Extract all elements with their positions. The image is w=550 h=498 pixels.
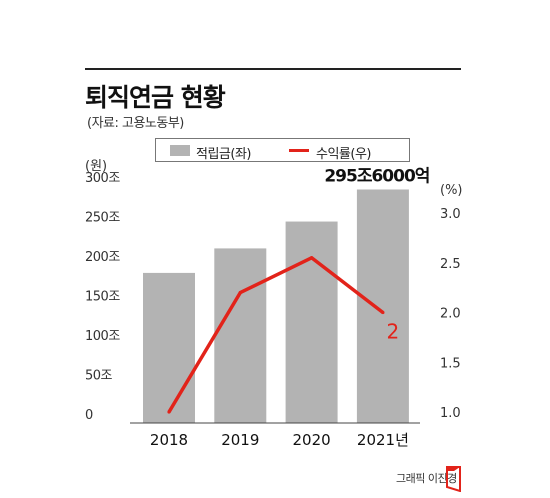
left-axis-tick-label: 100조 (85, 329, 120, 344)
right-axis-unit: (%) (440, 183, 463, 198)
left-axis-unit: (원) (85, 159, 107, 174)
x-axis-tick-label: 2021년 (357, 431, 409, 449)
x-axis-tick-label: 2020 (293, 431, 331, 449)
bar (143, 272, 195, 423)
right-axis-tick-label: 1.5 (440, 356, 461, 371)
right-axis-tick-label: 3.0 (440, 207, 461, 222)
line-point (238, 291, 242, 295)
left-axis-tick-label: 200조 (85, 250, 120, 265)
left-axis-tick-label: 250조 (85, 211, 120, 226)
legend-bar-label: 적립금(좌) (196, 147, 251, 162)
line-series (167, 256, 384, 413)
legend: 적립금(좌) 수익률(우) (155, 138, 410, 162)
line-point (310, 256, 314, 260)
legend-line-swatch (289, 149, 309, 152)
line-point (381, 310, 385, 315)
right-axis-tick-label: 2.5 (440, 257, 461, 272)
bar (285, 221, 338, 423)
x-axis-tick-label: 2018 (150, 431, 188, 449)
right-axis-tick-label: 1.0 (440, 406, 461, 421)
legend-line-label: 수익률(우) (316, 147, 371, 162)
graphic-credit: 그래픽 이진경 (396, 472, 457, 485)
line-point (167, 410, 171, 414)
left-axis-tick-label: 0 (85, 408, 93, 423)
left-axis-tick-label: 150조 (85, 290, 120, 305)
legend-bar-swatch (170, 145, 190, 156)
line-value-label: 2 (387, 320, 400, 344)
chart-title: 퇴직연금 현황 (85, 83, 226, 112)
source-note: (자료: 고용노동부) (87, 116, 184, 131)
left-axis-tick-label: 300조 (85, 171, 120, 186)
left-axis-tick-label: 50조 (85, 369, 113, 384)
brand-logo-icon (446, 466, 461, 492)
bar (356, 189, 409, 423)
x-axis-tick-label: 2019 (221, 431, 259, 449)
top-rule (85, 68, 461, 70)
bar (214, 248, 267, 423)
bar-value-label: 295조6000억 (324, 166, 429, 186)
right-axis-tick-label: 2.0 (440, 307, 461, 322)
